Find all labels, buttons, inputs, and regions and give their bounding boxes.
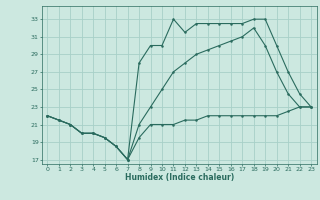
X-axis label: Humidex (Indice chaleur): Humidex (Indice chaleur) xyxy=(124,173,234,182)
